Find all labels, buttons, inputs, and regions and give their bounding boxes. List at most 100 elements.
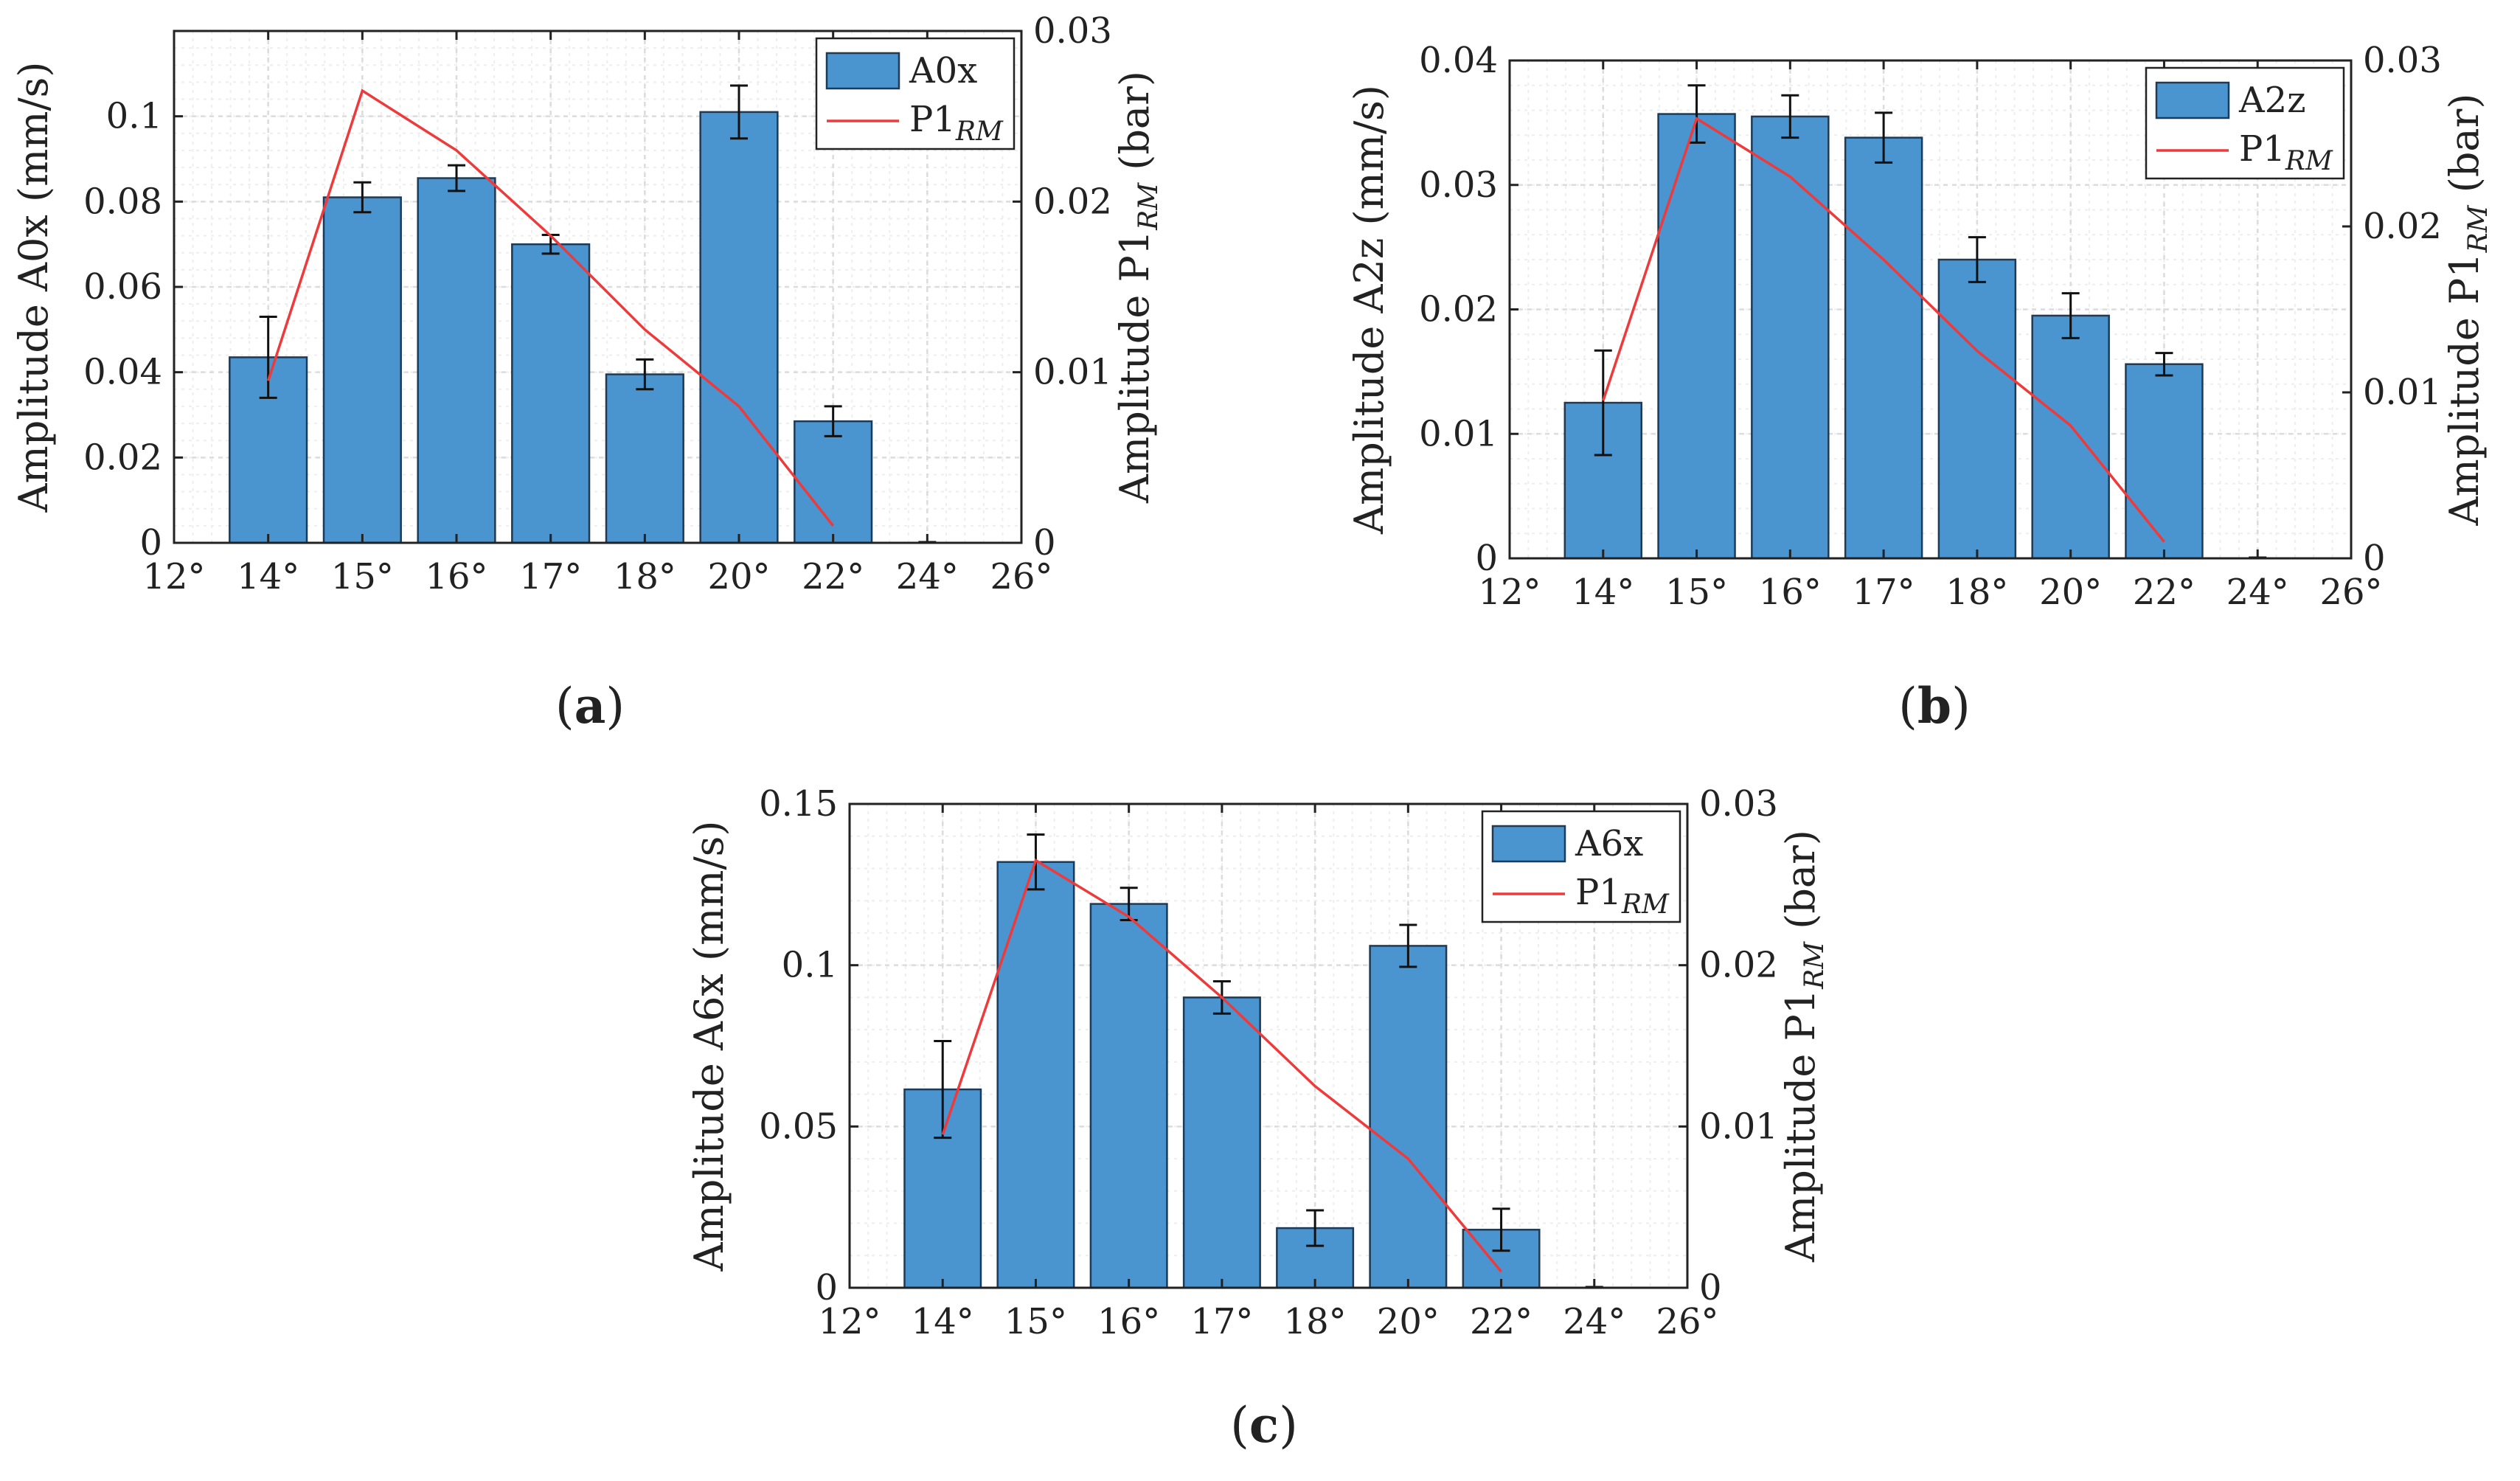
panel-caption: (c) <box>1230 1396 1298 1454</box>
y-axis-label: Amplitude A6x (mm/s) <box>686 821 732 1272</box>
y-tick-label: 0.04 <box>1419 40 1498 81</box>
y2-axis-label-subscript: RM <box>1799 941 1830 990</box>
x-tick-label: 26° <box>2319 572 2382 613</box>
y-tick-label: 0.15 <box>759 783 838 825</box>
y2-tick-label: 0.01 <box>1033 352 1112 393</box>
legend-label-line-main: P1 <box>909 99 956 140</box>
bar-A2z-2 <box>1657 113 1736 560</box>
y2-axis-label: Amplitude P1RM (bar) <box>1111 71 1164 504</box>
x-tick-label: 12° <box>1478 572 1541 613</box>
x-tick-label: 24° <box>1563 1301 1625 1342</box>
legend: A6x P1RM <box>1481 810 1681 923</box>
x-tick-label: 18° <box>1945 572 2008 613</box>
error-bar-6 <box>1399 923 1417 968</box>
legend: A2z P1RM <box>2145 66 2345 180</box>
x-tick-label: 14° <box>237 556 299 597</box>
x-tick-label: 16° <box>425 556 487 597</box>
y2-tick-label: 0.01 <box>1699 1106 1778 1147</box>
x-tick-label: 15° <box>331 556 394 597</box>
y-axis-label: Amplitude A0x (mm/s) <box>10 62 57 513</box>
y-tick-label: 0.05 <box>759 1106 838 1147</box>
x-tick-label: 26° <box>1656 1301 1718 1342</box>
legend-label-bar: A0x <box>909 50 977 91</box>
y-tick-label: 0.06 <box>83 266 162 308</box>
legend-label-line-subscript: RM <box>2285 146 2333 176</box>
x-tick-label: 14° <box>912 1301 974 1342</box>
error-bar-3 <box>1120 887 1138 921</box>
y-tick-label: 0.02 <box>83 437 162 478</box>
legend-swatch-bar <box>1491 825 1566 863</box>
x-tick-label: 16° <box>1759 572 1822 613</box>
y-tick-label: 0.08 <box>83 181 162 222</box>
x-tick-label: 17° <box>519 556 582 597</box>
chart-panels: 12° 14° 15° 16° 17° 18° 20° 22° 24° 26°00.020.040… <box>10 10 2493 1454</box>
legend-label-bar: A6x <box>1575 823 1643 864</box>
y2-axis-label-main: Amplitude P1 <box>2441 252 2488 526</box>
chart-panel-a: 12° 14° 15° 16° 17° 18° 20° 22° 24° 26°00.020.040… <box>10 10 1164 735</box>
x-tick-label: 14° <box>1572 572 1634 613</box>
y2-tick-label: 0.03 <box>1033 10 1112 52</box>
y2-axis-label-unit: (bar) <box>2441 93 2488 205</box>
bar-A6x-3 <box>1089 903 1168 1289</box>
bar-A2z-3 <box>1751 115 1830 560</box>
caption-open-paren: ( <box>1898 678 1917 735</box>
bar-A0x-5 <box>605 373 684 544</box>
caption-letter: a <box>575 677 606 735</box>
y2-tick-label: 0.02 <box>1033 181 1112 222</box>
panel-caption: (a) <box>555 677 625 735</box>
axes-frame <box>848 802 1689 1289</box>
y2-tick-label: 0 <box>1033 522 1056 563</box>
x-tick-label: 24° <box>896 556 959 597</box>
error-bar-3 <box>448 164 465 193</box>
error-bar-7 <box>1492 1207 1510 1252</box>
y2-axis-label-main: Amplitude P1 <box>1111 230 1158 504</box>
bar-A0x-7 <box>794 420 873 544</box>
bar-A6x-4 <box>1182 996 1261 1289</box>
error-bar-2 <box>353 181 372 214</box>
y-tick-label: 0 <box>815 1267 838 1308</box>
y2-tick-label: 0.03 <box>1699 783 1778 825</box>
bar-A0x-3 <box>417 177 496 544</box>
y-tick-label: 0.01 <box>1419 413 1498 454</box>
bar-A6x-6 <box>1369 945 1448 1289</box>
caption-close-paren: ) <box>1279 1397 1298 1454</box>
legend-label-bar: A2z <box>2238 80 2306 121</box>
error-bar-7 <box>824 405 842 437</box>
x-tick-label: 26° <box>990 556 1052 597</box>
error-bar-1 <box>1594 349 1612 457</box>
caption-open-paren: ( <box>555 678 575 735</box>
legend-label-line-main: P1 <box>2239 128 2285 170</box>
error-bar-1 <box>934 1039 952 1140</box>
error-bar-2 <box>1687 84 1706 144</box>
legend-label-line-main: P1 <box>1575 872 1622 913</box>
y-tick-label: 0 <box>139 522 162 563</box>
y-tick-label: 0.03 <box>1419 164 1498 206</box>
x-tick-label: 12° <box>818 1301 881 1342</box>
legend-swatch-bar <box>2155 81 2230 119</box>
x-tick-label: 16° <box>1097 1301 1160 1342</box>
bar-A0x-6 <box>699 111 779 544</box>
x-tick-label: 15° <box>1665 572 1728 613</box>
error-bar-5 <box>636 358 654 391</box>
bar-A2z-4 <box>1844 136 1923 560</box>
y2-axis-label-subscript: RM <box>1134 182 1164 231</box>
error-bar-6 <box>730 84 748 140</box>
legend-label-line: P1RM <box>1575 872 1670 920</box>
x-tick-label: 17° <box>1853 572 1915 613</box>
caption-close-paren: ) <box>605 678 625 735</box>
x-tick-label: 15° <box>1004 1301 1067 1342</box>
x-tick-label: 12° <box>142 556 205 597</box>
caption-open-paren: ( <box>1230 1397 1249 1454</box>
error-bar-1 <box>259 315 277 399</box>
y-tick-label: 0.1 <box>106 96 162 137</box>
chart-panel-b: 12° 14° 15° 16° 17° 18° 20° 22° 24° 26°00.010.020… <box>1346 40 2493 735</box>
legend: A0x P1RM <box>815 37 1016 150</box>
x-tick-label: 20° <box>707 556 770 597</box>
caption-close-paren: ) <box>1951 678 1971 735</box>
bar-A2z-7 <box>2125 363 2204 560</box>
y-axis-label: Amplitude A2z (mm/s) <box>1346 85 1392 535</box>
x-tick-label: 20° <box>1377 1301 1440 1342</box>
y2-axis-label: Amplitude P1RM (bar) <box>2441 93 2493 526</box>
legend-label-line-subscript: RM <box>1621 889 1670 920</box>
y2-axis-label: Amplitude P1RM (bar) <box>1777 830 1830 1263</box>
